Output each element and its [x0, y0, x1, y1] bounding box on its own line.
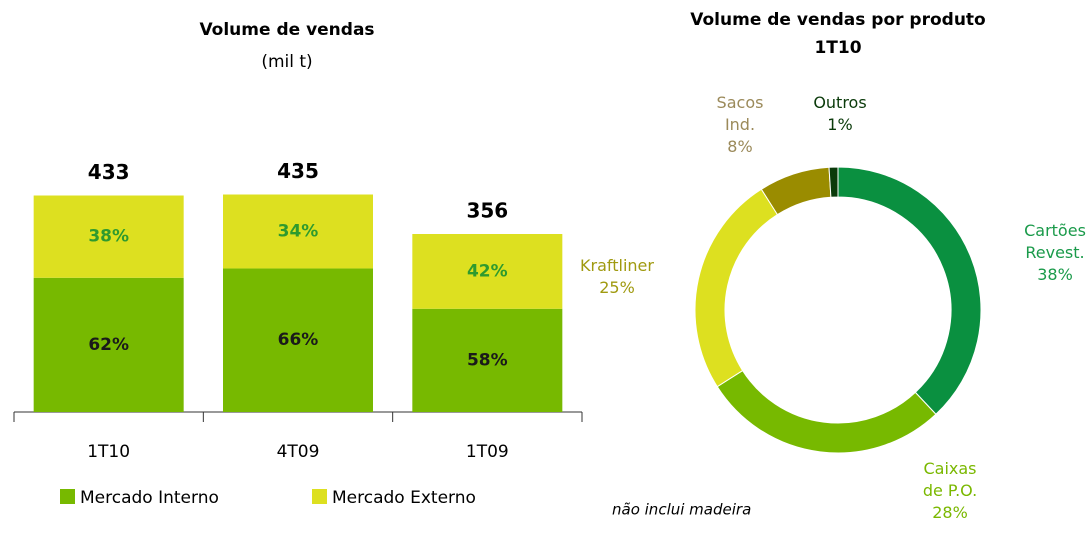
- donut-segment: [828, 166, 839, 198]
- segment-value-label: 8%: [727, 137, 753, 156]
- data-label: 58%: [467, 350, 508, 370]
- segment-value-label: 25%: [599, 278, 635, 297]
- x-tick-label: 1T10: [87, 442, 130, 462]
- segment-label: Cartões Revest.: [1024, 221, 1086, 262]
- bar-segment: [223, 194, 373, 269]
- segment-value-label: 1%: [827, 115, 853, 134]
- bar-segment: [33, 277, 184, 412]
- segment-label: Sacos Ind.: [716, 93, 764, 134]
- total-label: 433: [88, 160, 130, 184]
- bar-segment: [412, 308, 563, 412]
- x-tick-label: 1T09: [466, 442, 509, 462]
- legend-swatch: [60, 489, 75, 504]
- data-label: 42%: [467, 261, 508, 281]
- chart-title: Volume de vendas por produto: [690, 10, 985, 30]
- chart-subtitle: 1T10: [814, 38, 861, 58]
- note: não inclui madeira: [612, 501, 751, 519]
- data-label: 34%: [278, 221, 319, 241]
- chart-title: Volume de vendas: [199, 20, 374, 40]
- data-label: 66%: [278, 330, 319, 350]
- bar-segment: [223, 268, 373, 412]
- data-label: 38%: [88, 227, 129, 247]
- donut-segment: [716, 369, 937, 454]
- segment-label: Kraftliner: [580, 256, 654, 275]
- legend-label: Mercado Externo: [332, 488, 476, 508]
- bar-segment: [412, 234, 563, 309]
- donut-segment: [694, 188, 779, 388]
- data-label: 62%: [88, 335, 129, 355]
- donut-segment: [837, 166, 982, 415]
- chart-subtitle: (mil t): [261, 52, 312, 72]
- legend-label: Mercado Interno: [80, 488, 219, 508]
- segment-value-label: 28%: [932, 503, 968, 522]
- bar-segment: [33, 195, 184, 278]
- legend-swatch: [312, 489, 327, 504]
- segment-label: Outros: [813, 93, 867, 112]
- x-tick-label: 4T09: [277, 442, 320, 462]
- segment-label: Caixas de P.O.: [922, 459, 978, 500]
- segment-value-label: 38%: [1037, 265, 1073, 284]
- total-label: 435: [277, 159, 319, 183]
- total-label: 356: [466, 199, 508, 223]
